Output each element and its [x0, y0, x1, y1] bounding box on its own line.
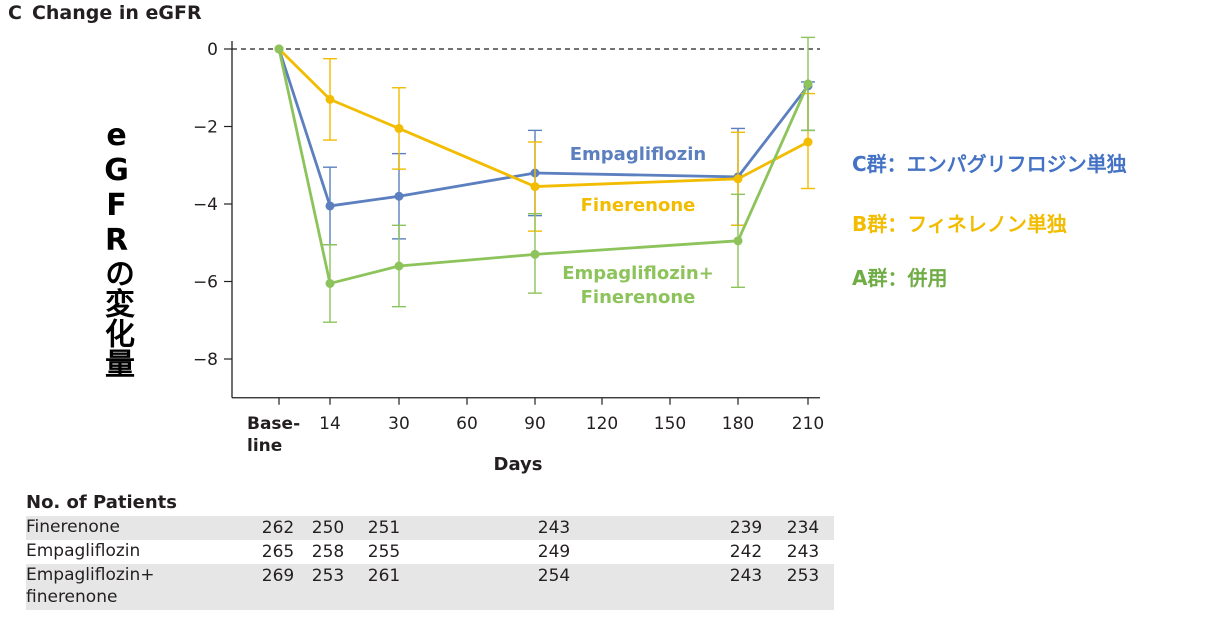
patients-row-name: Finerenone — [26, 517, 120, 537]
data-point — [733, 236, 743, 246]
jp-legend-combination: A群：併用 — [852, 266, 948, 290]
x-tick-label: 60 — [456, 414, 478, 434]
y-tick-label: −6 — [193, 273, 218, 293]
data-point — [325, 201, 335, 211]
series-label: Finerenone — [581, 287, 696, 308]
patients-count-cell: 254 — [537, 566, 571, 586]
data-point — [325, 94, 335, 104]
jp-legend-finerenone: B群：フィネレノン単独 — [852, 212, 1067, 236]
patients-count-cell: 243 — [537, 518, 571, 538]
patients-count-cell: 253 — [786, 566, 820, 586]
patients-table-title: No. of Patients — [26, 492, 177, 513]
patients-count-cell: 243 — [786, 542, 820, 562]
y-tick-label: −8 — [193, 350, 218, 370]
series-line — [277, 48, 810, 285]
patients-count-cell: 239 — [729, 518, 763, 538]
data-point — [394, 191, 404, 201]
data-point — [733, 174, 743, 184]
patients-count-cell: 265 — [261, 542, 295, 562]
patients-table: No. of Patients Finerenone 262 250 251 243 23… — [26, 490, 834, 610]
panel-title-text: Change in eGFR — [31, 2, 202, 24]
patients-count-cell: 251 — [367, 518, 401, 538]
x-tick-label: 120 — [586, 414, 618, 434]
patients-table-row: Empagliflozin 265 258 255 249 242 243 — [26, 540, 834, 564]
patients-count-cell: 269 — [261, 566, 295, 586]
patients-count-cell: 249 — [537, 542, 571, 562]
series-label: Finerenone — [581, 195, 696, 216]
y-tick-label: −2 — [193, 118, 218, 138]
x-tick-label: 90 — [524, 414, 546, 434]
patients-count-cell: 253 — [311, 566, 345, 586]
x-tick-label: 210 — [792, 414, 824, 434]
patients-row-name: Empagliflozin+ finerenone — [26, 565, 155, 607]
data-point — [803, 79, 813, 89]
x-tick-label: 180 — [722, 414, 754, 434]
patients-count-cell: 258 — [311, 542, 345, 562]
patients-table-row: Finerenone 262 250 251 243 239 234 — [26, 516, 834, 540]
series-label: Empagliflozin — [570, 144, 706, 165]
x-tick-label: 14 — [319, 414, 341, 434]
x-tick-label: Base- — [247, 414, 300, 434]
x-axis-title: Days — [494, 454, 543, 475]
patients-count-cell: 250 — [311, 518, 345, 538]
y-axis-japanese-label: eGFRの変化量 — [99, 118, 134, 378]
series-line — [277, 48, 810, 208]
series-line — [278, 48, 809, 188]
data-point — [530, 182, 540, 192]
patients-count-cell: 262 — [261, 518, 295, 538]
data-point — [394, 261, 404, 271]
patients-table-row: Empagliflozin+ finerenone 269 253 261 254 243… — [26, 564, 834, 610]
data-point — [325, 278, 335, 288]
egfr-line-chart: 0 −2 −4 −6 −8 Base-line 14 30 60 90 120 150 180 210 Da… — [193, 36, 824, 475]
panel-letter: C — [8, 2, 22, 24]
patients-count-cell: 255 — [367, 542, 401, 562]
patients-count-cell: 261 — [367, 566, 401, 586]
data-point — [274, 44, 284, 54]
patients-count-cell: 234 — [786, 518, 820, 538]
patients-count-cell: 243 — [729, 566, 763, 586]
y-tick-label: 0 — [207, 40, 218, 60]
data-point — [803, 137, 813, 147]
data-point — [530, 249, 540, 259]
patients-count-cell: 242 — [729, 542, 763, 562]
panel-title: C Change in eGFR — [8, 2, 202, 24]
x-tick-label: 150 — [654, 414, 686, 434]
y-tick-label: −4 — [193, 195, 218, 215]
patients-row-name: Empagliflozin — [26, 541, 141, 561]
jp-legend-empagliflozin: C群：エンパグリフロジン単独 — [852, 152, 1127, 176]
x-tick-label: 30 — [388, 414, 410, 434]
data-point — [394, 123, 404, 133]
series-label: Empagliflozin+ — [562, 263, 714, 284]
x-tick-label: line — [247, 436, 282, 456]
